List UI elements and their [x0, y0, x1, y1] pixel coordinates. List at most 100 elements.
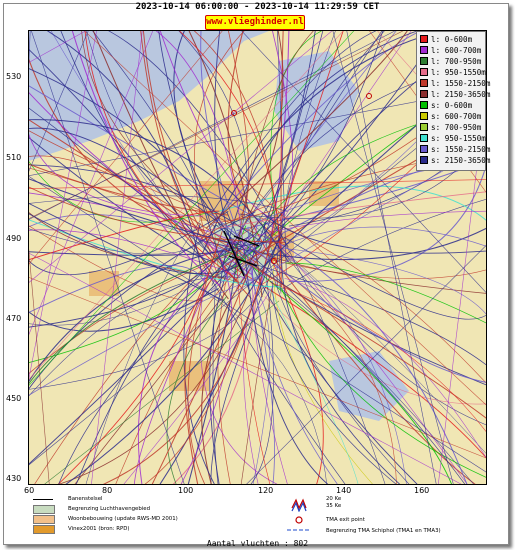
legend-item: l: 700-950m: [420, 57, 481, 68]
legend-swatch: [420, 112, 428, 120]
flight-track: [270, 282, 486, 432]
flight-track: [200, 31, 235, 221]
flight-track: [211, 31, 377, 213]
flight-track: [29, 87, 486, 177]
x-tick-label: 140: [336, 486, 352, 495]
flight-track: [65, 233, 283, 484]
legend-item: l: 950-1550m: [420, 68, 486, 79]
flight-track: [273, 211, 373, 484]
flight-track: [29, 178, 241, 246]
flight-track: [29, 119, 205, 232]
x-tick-label: 80: [102, 486, 113, 495]
flight-track: [285, 262, 486, 324]
flight-track: [219, 31, 419, 288]
flight-track: [91, 31, 143, 484]
y-tick-label: 470: [6, 314, 22, 323]
site-link[interactable]: www.vlieghinder.nl: [205, 15, 305, 30]
flight-track: [204, 237, 486, 419]
flight-track: [84, 31, 486, 406]
key-vinex: Vinex2001 (bron: RPD): [68, 526, 130, 532]
legend-swatch: [420, 101, 428, 109]
flight-track: [29, 49, 212, 256]
legend-item: s: 700-950m: [420, 123, 481, 134]
legend-item: l: 600-700m: [420, 46, 481, 57]
key-airport-boundary: Begrenzing Luchthavengebied: [68, 506, 151, 512]
flight-track: [246, 245, 486, 484]
legend-swatch: [420, 57, 428, 65]
flight-track: [259, 31, 324, 252]
flight-track: [271, 280, 397, 484]
period-header: 2023-10-14 06:00:00 - 2023-10-14 11:29:5…: [135, 2, 380, 12]
flight-track: [215, 224, 466, 484]
legend-item: s: 600-700m: [420, 112, 481, 123]
y-tick-label: 530: [6, 72, 22, 81]
key-runway: Banenstelsel: [68, 496, 103, 502]
flight-track: [29, 31, 31, 67]
flight-track: [29, 252, 462, 484]
flight-track: [29, 274, 263, 396]
flight-track: [29, 31, 97, 380]
flight-track: [29, 31, 355, 386]
flight-track: [261, 212, 486, 254]
flight-track: [29, 58, 237, 246]
flight-track: [29, 160, 206, 223]
runway-system: [223, 230, 260, 277]
flight-track: [151, 271, 250, 484]
flight-track: [281, 198, 486, 290]
legend-swatch: [420, 134, 428, 142]
flight-track: [29, 31, 87, 63]
legend-swatch: [420, 46, 428, 54]
tma-exit-points: [231, 93, 372, 264]
flight-track: [178, 31, 281, 259]
flight-track: [29, 167, 271, 279]
flight-track: [29, 211, 229, 276]
x-tick-label: 60: [24, 486, 35, 495]
airport-swatch: [33, 505, 55, 514]
key-tma-boundary: Begrenzing TMA Schiphol (TMA1 en TMA3): [326, 528, 441, 534]
flight-track: [137, 276, 206, 484]
flight-track: [259, 269, 359, 484]
flight-track: [245, 31, 316, 272]
flight-track: [272, 238, 486, 426]
flight-track: [46, 31, 203, 277]
flight-track: [244, 252, 329, 484]
flight-track: [29, 155, 259, 265]
y-tick-label: 450: [6, 394, 22, 403]
key-housing: Woonbebouwing (update RWS-MD 2001): [68, 516, 178, 522]
flight-track: [217, 272, 231, 484]
flight-track: [86, 31, 239, 277]
flight-track: [269, 215, 386, 484]
flight-track: [265, 241, 407, 484]
flight-track: [29, 176, 486, 473]
flight-track: [235, 31, 412, 289]
flight-track: [264, 258, 486, 279]
flight-track: [29, 211, 256, 390]
flight-track: [29, 237, 232, 328]
legend-item: l: 1550-2150m: [420, 79, 490, 90]
flight-track: [29, 225, 203, 302]
flight-track: [75, 234, 254, 484]
flight-track: [279, 31, 336, 294]
flight-track: [270, 31, 442, 236]
tma-exit-icon: [295, 516, 303, 524]
legend-item: s: 2150-3650m: [420, 156, 490, 167]
flight-track: [199, 210, 486, 259]
flight-track: [200, 260, 346, 484]
flight-track: [180, 235, 233, 484]
flight-track: [29, 31, 344, 380]
flight-track: [346, 31, 437, 484]
map-key: Banenstelsel Begrenzing Luchthavengebied…: [28, 496, 485, 540]
flight-track: [235, 250, 271, 484]
flight-track: [29, 31, 223, 265]
flight-track: [85, 220, 201, 484]
flight-track: [205, 31, 408, 229]
flight-track: [235, 253, 452, 484]
flight-track: [71, 31, 221, 287]
flight-track: [208, 31, 397, 272]
flight-track: [245, 247, 275, 484]
flight-track: [158, 31, 226, 274]
legend-swatch: [420, 123, 428, 131]
flight-track: [210, 272, 272, 484]
flight-track: [81, 31, 216, 228]
x-tick-label: 120: [258, 486, 274, 495]
